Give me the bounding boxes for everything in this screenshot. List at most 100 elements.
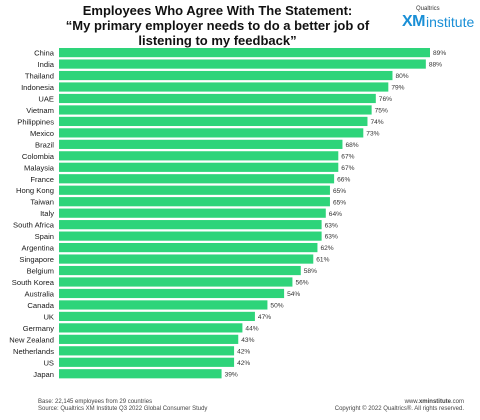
bar bbox=[59, 254, 314, 264]
bar bbox=[59, 128, 364, 138]
category-label: New Zealand bbox=[9, 335, 54, 344]
bar bbox=[59, 82, 389, 92]
category-label: Canada bbox=[27, 301, 54, 310]
data-label: 73% bbox=[366, 130, 379, 137]
category-label: Spain bbox=[35, 232, 54, 241]
category-label: Colombia bbox=[22, 152, 55, 161]
bar bbox=[59, 220, 322, 230]
category-label: UK bbox=[43, 312, 54, 321]
bar bbox=[59, 300, 268, 310]
data-label: 42% bbox=[237, 360, 250, 367]
chart-title: Employees Who Agree With The Statement: … bbox=[40, 3, 395, 48]
title-line-1: Employees Who Agree With The Statement: bbox=[82, 3, 353, 18]
category-label: Belgium bbox=[27, 267, 54, 276]
data-label: 79% bbox=[391, 85, 404, 92]
data-label: 61% bbox=[316, 257, 329, 264]
website-bold: xminstitute bbox=[418, 399, 451, 405]
bar bbox=[59, 105, 372, 115]
footnote-source: Base: 22,145 employees from 29 countries… bbox=[38, 399, 207, 413]
bar bbox=[59, 323, 243, 333]
category-label: Vietnam bbox=[26, 106, 54, 115]
bar bbox=[59, 185, 330, 195]
bar bbox=[59, 151, 339, 161]
category-label: Japan bbox=[33, 370, 54, 379]
category-label: Indonesia bbox=[21, 83, 55, 92]
footnote-copyright-line: Copyright © 2022 Qualtrics®. All rights … bbox=[334, 406, 464, 412]
data-label: 76% bbox=[379, 96, 392, 103]
category-label: Thailand bbox=[25, 72, 54, 81]
category-label: India bbox=[38, 60, 55, 69]
logo-institute: institute bbox=[426, 14, 475, 30]
category-label: Philippines bbox=[17, 117, 54, 126]
category-label: Italy bbox=[40, 209, 54, 218]
footnote-copyright: www.xminstitute.com Copyright © 2022 Qua… bbox=[335, 399, 464, 413]
data-label: 43% bbox=[241, 337, 254, 344]
category-label: France bbox=[30, 175, 54, 184]
bar bbox=[59, 357, 235, 367]
data-label: 89% bbox=[433, 50, 446, 57]
bar bbox=[59, 208, 326, 218]
data-label: 75% bbox=[375, 108, 388, 115]
xm-institute-logo: Qualtrics XM institute bbox=[402, 6, 476, 30]
logo-brand: Qualtrics bbox=[416, 6, 440, 12]
bar bbox=[59, 242, 318, 253]
logo-xm: XM bbox=[402, 13, 426, 30]
data-label: 68% bbox=[345, 142, 358, 149]
data-label: 50% bbox=[270, 303, 283, 310]
data-label: 80% bbox=[395, 73, 408, 80]
category-label: Singapore bbox=[19, 255, 54, 264]
bar bbox=[59, 116, 368, 127]
category-label: Argentina bbox=[21, 244, 54, 253]
data-label: 63% bbox=[325, 234, 338, 241]
category-label: South Africa bbox=[13, 221, 55, 230]
data-label: 63% bbox=[325, 222, 338, 229]
category-label: Australia bbox=[24, 289, 54, 298]
bar bbox=[59, 197, 330, 207]
title-line-3: listening to my feedback” bbox=[138, 33, 297, 48]
bar bbox=[59, 59, 426, 69]
data-label: 65% bbox=[333, 199, 346, 206]
data-label: 74% bbox=[370, 119, 383, 126]
data-label: 67% bbox=[341, 153, 354, 160]
data-label: 47% bbox=[258, 314, 271, 321]
data-label: 54% bbox=[287, 291, 300, 298]
data-label: 39% bbox=[225, 371, 238, 378]
bar bbox=[59, 265, 301, 276]
bar bbox=[59, 48, 430, 58]
website-prefix: www. bbox=[404, 399, 419, 405]
category-label: Mexico bbox=[30, 129, 54, 138]
bar bbox=[59, 346, 235, 356]
bar bbox=[59, 162, 339, 172]
bar bbox=[59, 369, 222, 379]
category-label: South Korea bbox=[12, 278, 55, 287]
data-label: 56% bbox=[295, 280, 308, 287]
bar bbox=[59, 277, 293, 287]
bar bbox=[59, 311, 255, 322]
data-label: 44% bbox=[245, 325, 258, 332]
bar bbox=[59, 231, 322, 241]
data-label: 67% bbox=[341, 165, 354, 172]
category-label: US bbox=[43, 358, 54, 367]
bar bbox=[59, 70, 393, 81]
data-label: 65% bbox=[333, 188, 346, 195]
data-label: 88% bbox=[429, 62, 442, 69]
category-label: Hong Kong bbox=[16, 186, 54, 195]
bar bbox=[59, 334, 239, 344]
category-label: Germany bbox=[23, 324, 54, 333]
footnote-source-line: Source: Qualtrics XM Institute Q3 2022 G… bbox=[38, 406, 208, 412]
data-label: 42% bbox=[237, 348, 250, 355]
bar bbox=[59, 288, 285, 299]
bar bbox=[59, 174, 335, 184]
website-suffix: .com bbox=[450, 399, 464, 405]
category-label: China bbox=[34, 49, 55, 58]
category-label: UAE bbox=[38, 94, 54, 103]
footnote-website: www.xminstitute.com bbox=[335, 399, 464, 406]
data-label: 62% bbox=[320, 245, 333, 252]
category-label: Brazil bbox=[35, 140, 54, 149]
category-label: Netherlands bbox=[13, 347, 54, 356]
category-label: Malaysia bbox=[24, 163, 55, 172]
data-label: 66% bbox=[337, 176, 350, 183]
title-line-2: “My primary employer needs to do a bette… bbox=[65, 18, 370, 33]
data-label: 58% bbox=[304, 268, 317, 275]
